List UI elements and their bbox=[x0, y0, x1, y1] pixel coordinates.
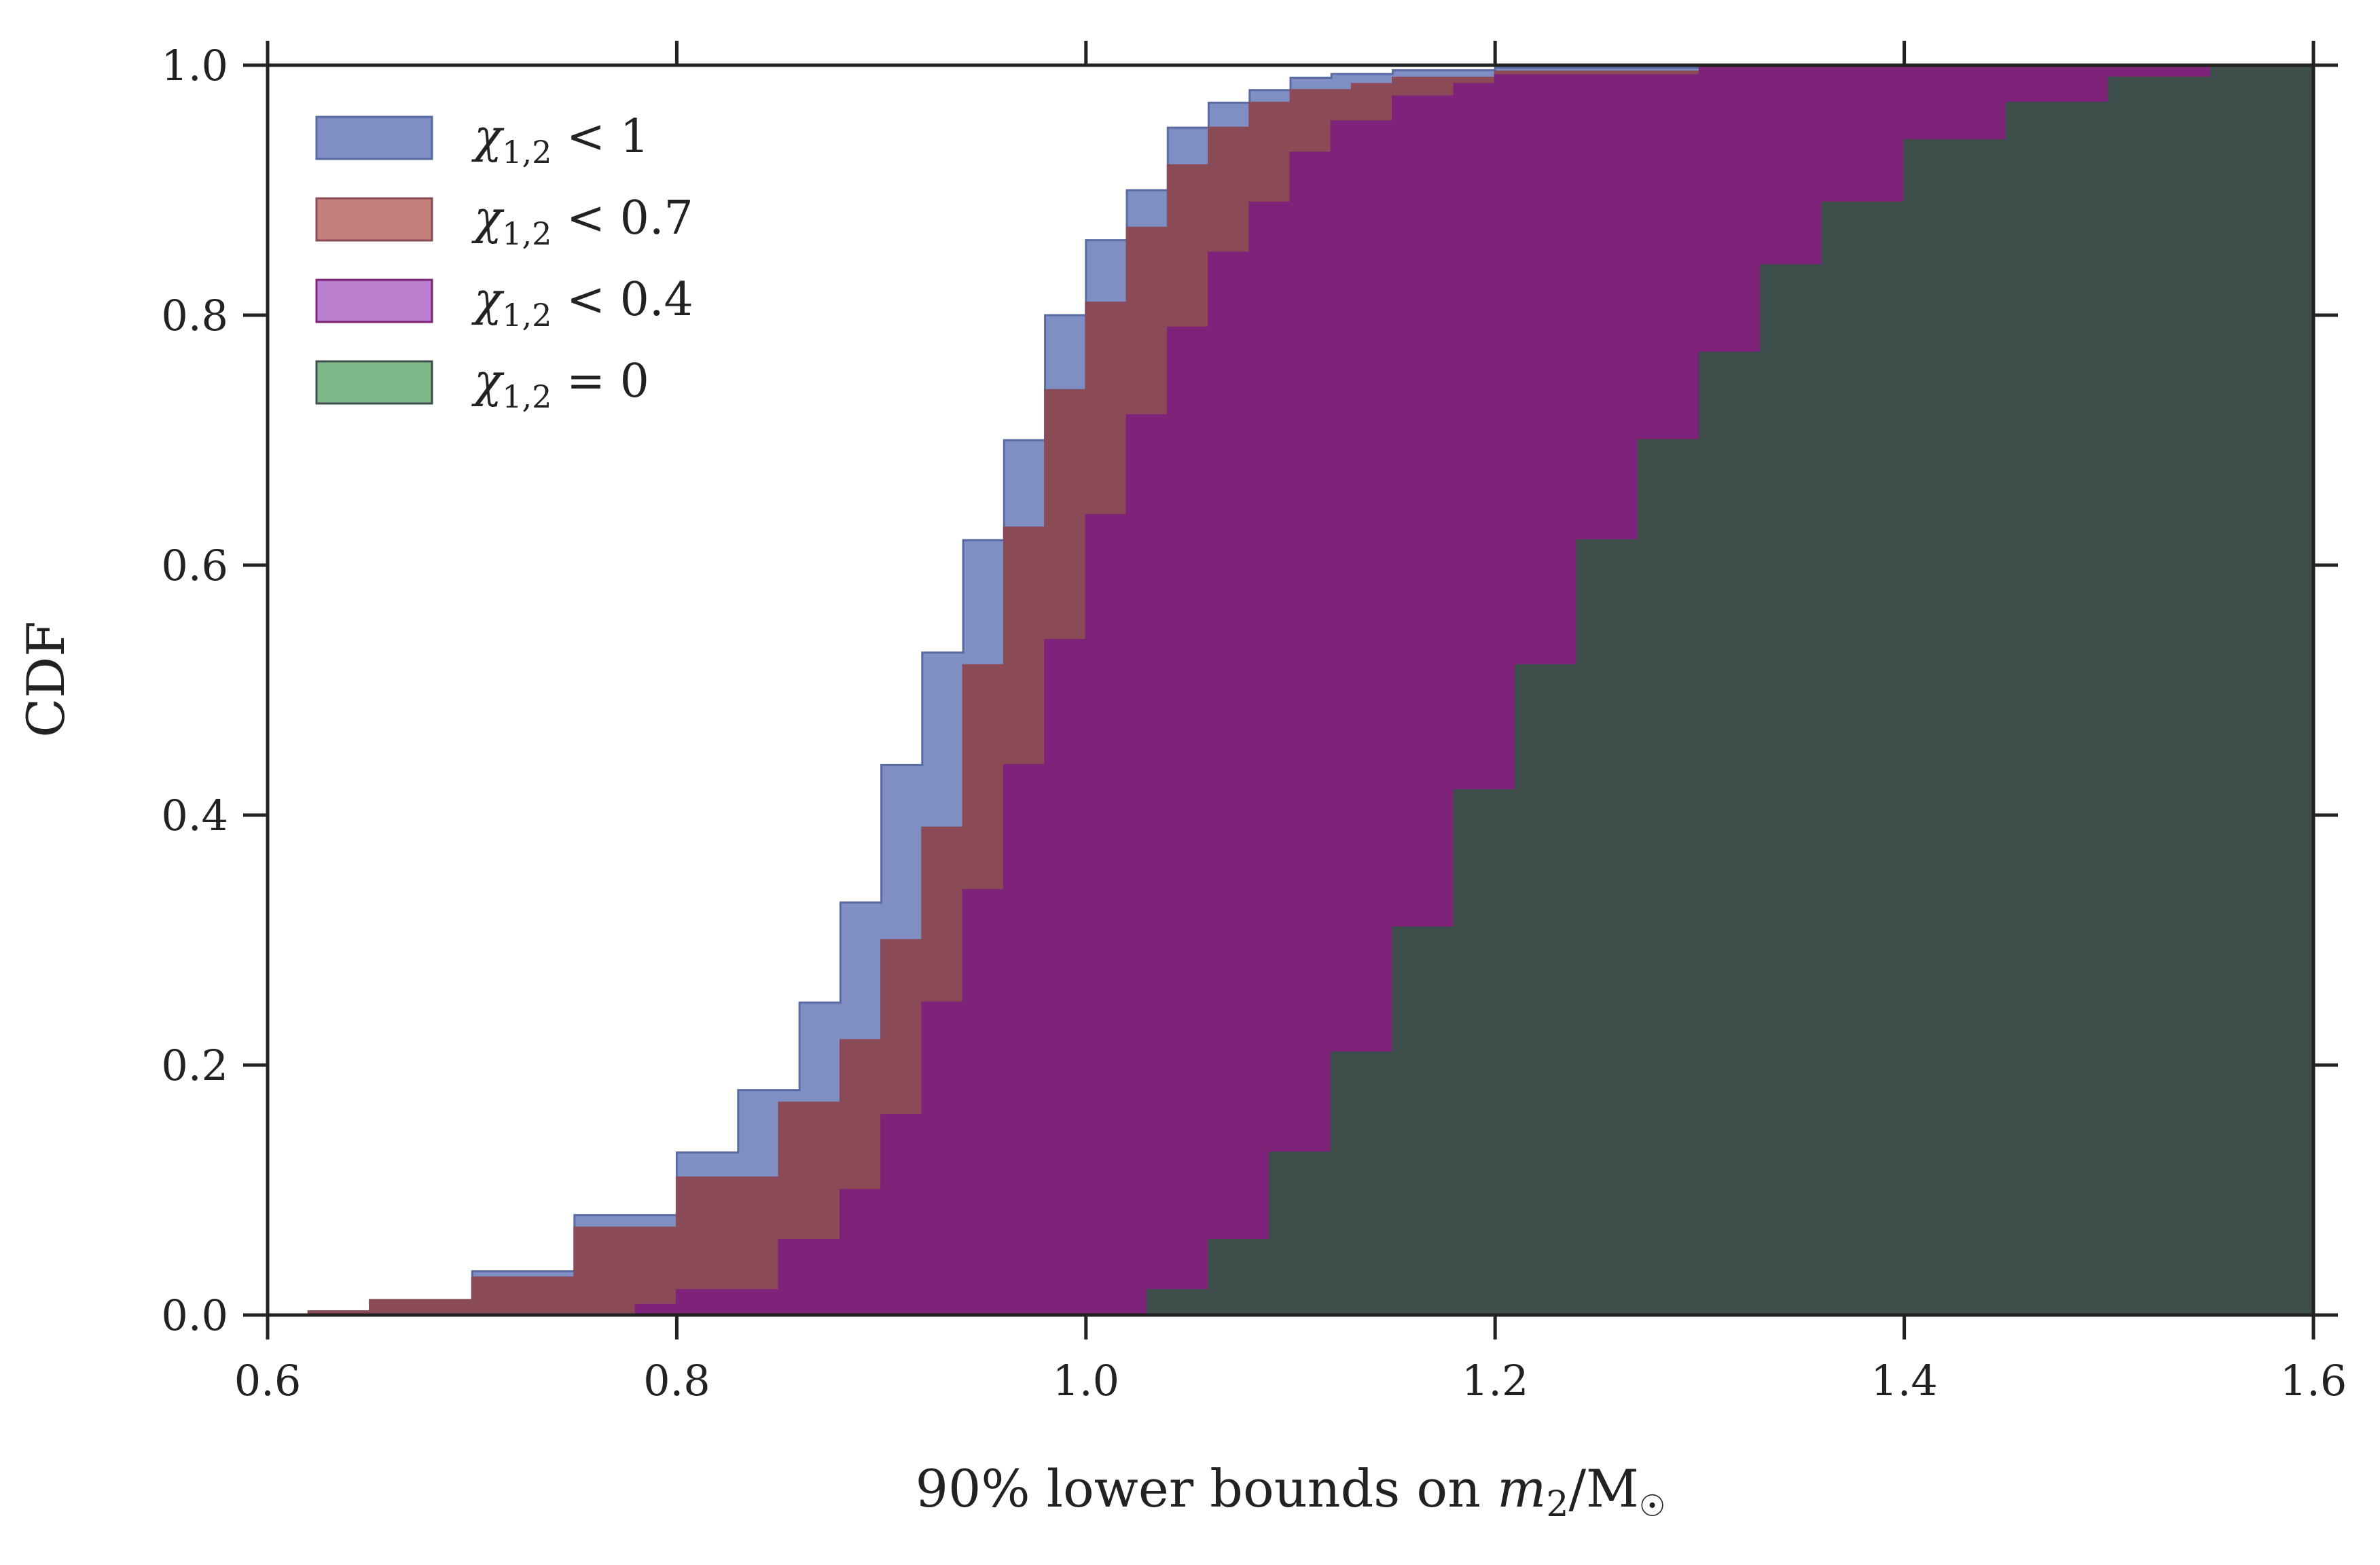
plot-area bbox=[268, 64, 2315, 1316]
x-tick-label-3: 1.2 bbox=[1462, 1356, 1529, 1405]
legend: χ1,2 < 1 χ1,2 < 0.7 χ1,2 < 0.4 χ1,2 = 0 bbox=[315, 110, 693, 415]
y-tick-label-3: 0.6 bbox=[161, 541, 228, 590]
legend-label-1: χ1,2 < 0.7 bbox=[471, 192, 693, 252]
y-tick-label-0: 0.0 bbox=[161, 1291, 228, 1340]
y-tick-label-1: 0.2 bbox=[161, 1041, 228, 1090]
legend-label-3: χ1,2 = 0 bbox=[471, 355, 649, 415]
x-tick-label-0: 0.6 bbox=[234, 1356, 302, 1405]
x-tick-label-4: 1.4 bbox=[1871, 1356, 1938, 1405]
legend-label-0: χ1,2 < 1 bbox=[471, 110, 649, 170]
y-tick-label-2: 0.4 bbox=[161, 791, 228, 840]
legend-label-2: χ1,2 < 0.4 bbox=[471, 273, 693, 334]
legend-swatch-1 bbox=[315, 197, 433, 242]
x-axis-title: 90% lower bounds on m2/M☉ bbox=[916, 1458, 1666, 1525]
legend-swatch-0 bbox=[315, 115, 433, 160]
y-tick-label-5: 1.0 bbox=[161, 41, 228, 90]
x-tick-label-5: 1.6 bbox=[2280, 1356, 2347, 1405]
y-tick-label-4: 0.8 bbox=[161, 291, 228, 340]
y-axis-title: CDF bbox=[16, 621, 76, 738]
legend-swatch-2 bbox=[315, 278, 433, 323]
legend-swatch-3 bbox=[315, 360, 433, 405]
x-tick-label-2: 1.0 bbox=[1052, 1356, 1119, 1405]
axes: 0.6 0.8 1.0 1.2 1.4 1.6 0.0 0.2 0.4 0.6 0.8 1.0 bbox=[161, 41, 2347, 1405]
series-area-3 bbox=[268, 65, 2315, 1316]
x-tick-label-1: 0.8 bbox=[643, 1356, 710, 1405]
plot-frame bbox=[266, 63, 2315, 1317]
